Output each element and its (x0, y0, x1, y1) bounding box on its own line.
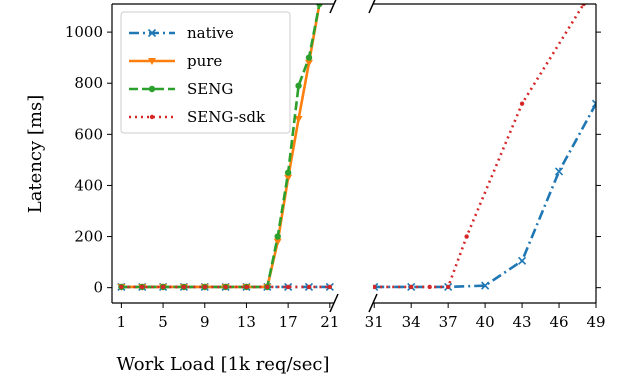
break-mark-left-top (329, 0, 337, 14)
right-panel-ticks: 31 34 37 40 43 46 49 (365, 31, 606, 331)
x-tick-label: 13 (237, 313, 256, 331)
series-line-native (374, 103, 596, 289)
data-point-seng (305, 54, 313, 61)
data-point-native (481, 281, 490, 290)
data-point-seng-sdk (202, 284, 207, 290)
y-tick-label: 800 (74, 74, 103, 92)
legend-label-pure: pure (187, 52, 222, 70)
data-point-seng-sdk (327, 284, 333, 290)
data-point-seng (274, 233, 281, 240)
legend-marker-native (147, 28, 157, 38)
data-point-seng-sdk (306, 284, 312, 290)
series-seng-sdk-left (119, 284, 333, 290)
x-tick-label: 5 (158, 313, 168, 331)
legend-entry-seng-sdk: SENG-sdk (129, 108, 266, 126)
data-point-pure (294, 116, 303, 123)
right-panel-frame (373, 3, 597, 304)
left-panel-frame (111, 3, 334, 304)
legend-entry-native: native (129, 24, 234, 42)
legend-marker-seng-sdk (149, 114, 155, 120)
data-point-seng-sdk (519, 101, 525, 106)
legend-marker-seng (148, 85, 156, 93)
y-tick-label: 0 (93, 279, 103, 297)
series-line-seng-sdk (374, 4, 585, 289)
legend-marker-pure (148, 58, 156, 65)
x-tick-label: 49 (586, 313, 605, 331)
y-tick-label: 600 (74, 125, 103, 143)
data-point-seng-sdk (265, 284, 270, 290)
x-tick-label: 17 (279, 313, 298, 331)
x-tick-label: 9 (200, 313, 210, 331)
data-point-native (554, 167, 564, 176)
data-point-seng-sdk (223, 284, 228, 290)
x-tick-label: 43 (513, 313, 532, 331)
y-tick-label: 200 (74, 228, 103, 246)
break-mark-right-bottom (368, 293, 378, 313)
y-axis-label: Latency [ms] (25, 95, 46, 214)
data-point-seng-sdk (373, 284, 377, 290)
data-point-native (591, 99, 596, 108)
data-point-seng-sdk (445, 284, 451, 290)
data-point-seng-sdk (181, 284, 187, 290)
legend-label-seng-sdk: SENG-sdk (187, 108, 266, 126)
x-tick-label: 1 (117, 313, 127, 331)
x-tick-label: 34 (402, 313, 421, 331)
data-point-seng-sdk (427, 284, 432, 290)
x-tick-label: 21 (320, 313, 339, 331)
data-point-seng-sdk (408, 284, 414, 290)
x-tick-label: 46 (549, 313, 568, 331)
legend-entry-pure: pure (129, 52, 222, 70)
right-panel-plot (373, 4, 596, 291)
data-point-seng (316, 4, 323, 8)
data-point-seng-sdk (244, 284, 249, 290)
x-tick-label: 37 (439, 313, 458, 331)
legend-label-native: native (187, 24, 234, 42)
data-point-pure (304, 59, 313, 67)
data-point-pure (284, 174, 293, 182)
data-point-seng-sdk (464, 234, 469, 239)
legend-label-seng: SENG (187, 80, 233, 98)
data-point-seng-sdk (285, 284, 291, 290)
data-point-seng (295, 82, 302, 89)
y-tick-label: 1000 (65, 23, 103, 41)
left-panel-ticks: 1 5 9 13 17 21 0 200 400 600 800 1000 (65, 23, 340, 331)
data-point-pure (273, 238, 282, 246)
y-tick-label: 400 (74, 176, 103, 194)
axis-break-marks (329, 0, 378, 313)
series-native-right (373, 99, 596, 291)
data-point-seng-sdk (160, 284, 166, 290)
break-mark-right-top (368, 0, 376, 14)
data-point-seng-sdk (119, 284, 124, 290)
data-point-seng-sdk (140, 284, 145, 290)
data-point-seng (284, 169, 292, 176)
x-tick-label: 31 (365, 313, 384, 331)
x-axis-label: Work Load [1k req/sec] (116, 354, 329, 375)
break-mark-left-bottom (329, 293, 339, 313)
data-point-native (518, 256, 527, 265)
series-seng-sdk-right (373, 4, 586, 290)
legend-entry-seng: SENG (129, 80, 233, 98)
x-tick-label: 40 (476, 313, 495, 331)
legend-box (120, 11, 291, 134)
left-panel-plot (117, 4, 334, 291)
legend: native pure SENG SENG-sdk (120, 11, 291, 134)
